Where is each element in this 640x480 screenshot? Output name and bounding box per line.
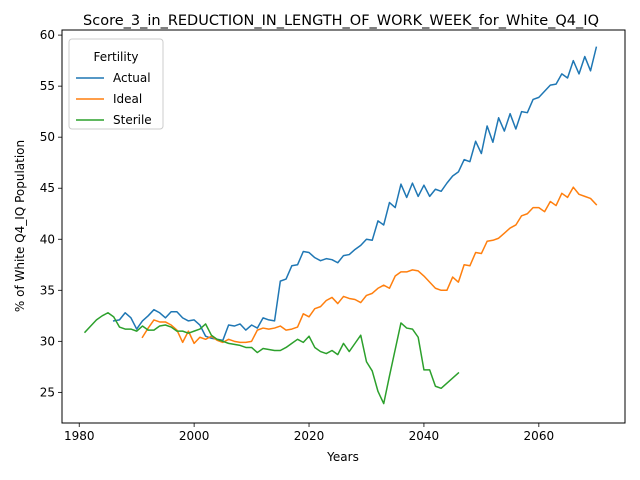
y-tick-label: 45 [40, 181, 55, 195]
y-axis-label: % of White Q4_IQ Population [13, 140, 27, 312]
x-tick-label: 2060 [524, 429, 555, 443]
x-tick-label: 2000 [179, 429, 210, 443]
legend-title: Fertility [93, 50, 138, 64]
y-tick-label: 30 [40, 334, 55, 348]
series-line-sterile [83, 312, 460, 405]
x-axis-ticks: 1980 2000 2020 2040 2060 [64, 423, 554, 443]
series-line-actual [112, 46, 598, 342]
y-tick-label: 55 [40, 79, 55, 93]
x-tick-label: 2020 [294, 429, 325, 443]
y-axis-ticks: 25 30 35 40 45 50 55 60 [40, 28, 62, 399]
x-axis-label: Years [326, 450, 359, 464]
chart-title: Score_3_in_REDUCTION_IN_LENGTH_OF_WORK_W… [83, 13, 599, 29]
legend-box [68, 38, 164, 130]
x-tick-label: 2040 [409, 429, 440, 443]
y-tick-label: 35 [40, 283, 55, 297]
plot-lines [83, 46, 598, 405]
legend: Fertility Actual Ideal Sterile [68, 38, 164, 130]
y-tick-label: 60 [40, 28, 55, 42]
legend-label-ideal: Ideal [113, 92, 142, 106]
legend-label-sterile: Sterile [113, 113, 152, 127]
y-tick-label: 25 [40, 385, 55, 399]
series-line-ideal [141, 186, 598, 345]
plot-frame [61, 29, 626, 424]
y-tick-label: 50 [40, 130, 55, 144]
x-tick-label: 1980 [64, 429, 95, 443]
y-tick-label: 40 [40, 232, 55, 246]
legend-label-actual: Actual [113, 71, 151, 85]
